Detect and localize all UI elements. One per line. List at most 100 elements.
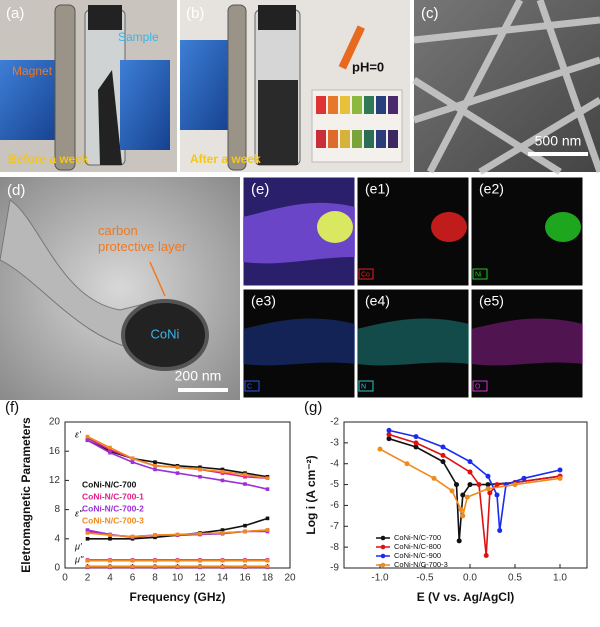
caption: Before a week	[8, 152, 89, 166]
data-point	[85, 434, 90, 439]
panel-a: (a) Magnet Sample Before a week	[0, 0, 177, 172]
panel-b: (b) pH=0 After a week	[180, 0, 410, 172]
data-point	[460, 492, 466, 498]
data-point	[485, 486, 491, 492]
data-point	[404, 461, 410, 467]
data-point	[467, 469, 473, 475]
element-tag	[358, 268, 374, 280]
data-point	[458, 507, 464, 513]
data-point	[440, 459, 446, 465]
data-point	[386, 436, 392, 442]
data-point	[440, 444, 446, 450]
data-point	[198, 531, 202, 536]
legend-marker	[380, 535, 386, 541]
data-point	[153, 467, 157, 472]
data-point	[130, 564, 135, 569]
data-point	[386, 427, 392, 433]
nanofibers	[412, 0, 600, 176]
data-point	[456, 538, 462, 544]
glove	[180, 40, 230, 130]
plot-frame	[343, 421, 588, 569]
data-point	[485, 473, 491, 479]
y-tick-label: 20	[49, 417, 61, 428]
panel-label: (e2)	[479, 181, 504, 197]
data-point	[153, 533, 157, 537]
element-tag	[472, 268, 488, 280]
y-tick-label: -3	[330, 437, 339, 448]
glove	[120, 60, 170, 150]
data-point	[483, 552, 489, 558]
x-tick-label: 0.0	[463, 573, 477, 584]
scale-bar	[528, 152, 588, 156]
x-axis-label: E (V vs. Ag/AgCl)	[417, 590, 515, 604]
data-point	[557, 475, 563, 481]
data-point	[460, 513, 466, 519]
x-tick-label: 16	[239, 573, 251, 584]
data-point	[220, 564, 225, 569]
panel-label: (g)	[304, 399, 322, 416]
eds-signal	[471, 318, 583, 366]
data-point	[454, 482, 459, 488]
data-point	[494, 482, 500, 488]
legend-marker	[380, 553, 386, 559]
element-label: Ni	[475, 271, 482, 278]
data-point	[243, 529, 247, 534]
data-point	[265, 516, 270, 521]
data-point	[153, 464, 157, 468]
data-point	[85, 558, 90, 563]
ph-strip	[338, 25, 365, 70]
magnet	[54, 4, 76, 171]
data-point	[85, 531, 90, 535]
panel-d: (d) carbon protective layer CoNi 200 nm	[0, 177, 240, 400]
panel-label: (e4)	[365, 293, 390, 309]
vial-cap	[88, 5, 122, 30]
annotation: carbon protective layer	[98, 223, 187, 254]
eds-particle	[317, 211, 353, 243]
x-tick-label: 0.5	[508, 573, 522, 584]
data-point	[557, 467, 563, 473]
annotation: pH=0	[352, 59, 384, 74]
scale-label: 200 nm	[175, 368, 222, 384]
data-point	[130, 456, 135, 461]
element-tag	[358, 380, 374, 392]
data-point	[485, 482, 491, 488]
eds-particle	[545, 212, 581, 242]
coni-particle	[121, 299, 209, 371]
data-point	[220, 531, 225, 535]
data-point	[108, 450, 112, 455]
x-tick-label: 2	[85, 573, 91, 584]
data-point	[108, 564, 112, 569]
data-point	[265, 558, 270, 563]
data-point	[85, 438, 90, 443]
magnet	[227, 4, 247, 171]
data-point	[440, 452, 446, 458]
data-point	[198, 558, 202, 563]
annotation: Magnet	[12, 64, 53, 78]
x-tick-label: -1.0	[371, 573, 389, 584]
annotation-line: carbon	[98, 223, 138, 238]
element-label: Co	[361, 271, 370, 278]
data-point	[512, 482, 518, 488]
y-tick-label: -2	[330, 417, 339, 428]
eds-map	[356, 288, 470, 399]
eds-map	[242, 288, 356, 399]
legend-marker	[380, 544, 386, 550]
x-tick-label: 6	[130, 573, 136, 584]
annotation: CoNi	[151, 326, 180, 341]
data-point	[175, 532, 180, 537]
panel-label: (e1)	[365, 181, 390, 197]
data-point	[243, 474, 247, 479]
scale-label: 500 nm	[535, 133, 582, 149]
data-point	[153, 535, 157, 540]
legend-label: CoNi-N/C-700-2	[82, 503, 144, 513]
element-label: C	[247, 383, 252, 390]
data-point	[175, 564, 180, 569]
x-tick-label: -0.5	[416, 573, 434, 584]
x-tick-label: 0	[62, 573, 68, 584]
data-point	[243, 564, 247, 569]
legend-label: CoNi-N/C-700-3	[82, 515, 144, 525]
data-line	[87, 439, 268, 478]
data-point	[476, 482, 482, 488]
panel-c: (c) 500 nm	[412, 0, 600, 176]
data-point	[521, 475, 527, 481]
